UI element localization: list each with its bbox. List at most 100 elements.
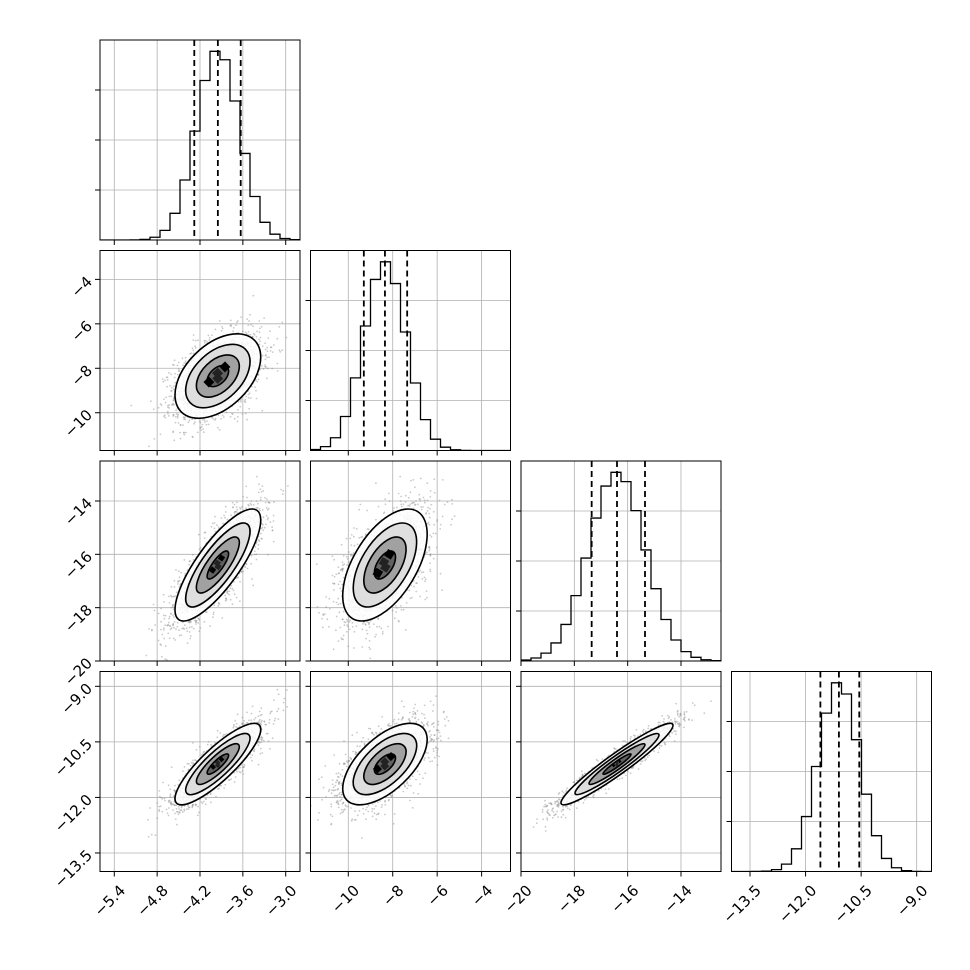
scatter-point: [388, 500, 391, 502]
scatter-point: [191, 347, 194, 350]
scatter-point: [208, 337, 211, 339]
scatter-point: [195, 621, 198, 623]
scatter-point: [245, 507, 247, 510]
density-core-block: [217, 554, 226, 562]
scatter-point: [168, 407, 171, 409]
scatter-point: [148, 445, 150, 448]
scatter-point: [429, 507, 431, 510]
scatter-point: [167, 404, 169, 407]
scatter-point: [163, 637, 166, 640]
scatter-point: [387, 625, 389, 628]
scatter-point: [347, 645, 349, 648]
scatter-point: [235, 596, 238, 599]
scatter-point: [172, 415, 175, 417]
scatter-point: [198, 618, 201, 621]
scatter-point: [151, 628, 153, 631]
scatter-point: [258, 343, 261, 346]
scatter-point: [214, 530, 217, 533]
scatter-point: [361, 628, 364, 631]
scatter-point: [178, 629, 180, 632]
scatter-point: [168, 595, 170, 598]
scatter-point: [170, 612, 172, 615]
scatter-point: [230, 324, 233, 326]
scatter-point: [249, 397, 252, 399]
y-tick-label: −4: [68, 273, 96, 301]
scatter-point: [170, 595, 173, 598]
scatter-point: [400, 495, 402, 498]
scatter-point: [231, 501, 234, 504]
scatter-point: [182, 431, 185, 434]
scatter-point: [255, 379, 257, 382]
scatter-point: [261, 538, 263, 540]
scatter-point: [266, 498, 268, 501]
scatter-point: [344, 621, 347, 624]
scatter-point: [170, 373, 173, 376]
scatter-point: [351, 621, 354, 624]
scatter-point: [178, 634, 181, 637]
scatter-point: [171, 604, 174, 606]
scatter-point: [150, 629, 153, 632]
scatter-point: [269, 350, 272, 352]
scatter-point: [202, 428, 205, 430]
scatter-point: [217, 526, 220, 529]
scatter-point: [188, 621, 191, 624]
scatter-point: [328, 597, 331, 600]
scatter-point: [353, 535, 355, 538]
scatter-point: [177, 368, 180, 371]
scatter-point: [426, 596, 428, 599]
scatter-point: [172, 431, 175, 434]
scatter-point: [195, 623, 197, 625]
scatter-point: [226, 518, 229, 521]
scatter-point: [176, 621, 179, 624]
scatter-point: [220, 517, 223, 519]
scatter-point: [262, 523, 264, 526]
scatter-point: [172, 595, 175, 598]
scatter-point: [244, 401, 247, 404]
scatter-point: [178, 579, 181, 582]
scatter-point: [173, 595, 176, 598]
scatter-point: [232, 330, 235, 332]
scatter-point: [191, 418, 193, 421]
scatter-point: [229, 324, 232, 327]
scatter-point: [249, 333, 252, 336]
scatter-point: [264, 342, 267, 345]
scatter-point: [233, 581, 235, 583]
scatter-point: [256, 380, 259, 383]
scatter-point: [226, 592, 229, 595]
scatter-point: [265, 366, 267, 368]
scatter-point: [203, 537, 206, 539]
scatter-point: [162, 614, 165, 617]
scatter-point: [176, 364, 179, 367]
scatter-point: [236, 420, 239, 423]
scatter-point: [157, 639, 160, 642]
scatter-point: [203, 340, 206, 342]
scatter-point: [217, 426, 219, 429]
scatter-point: [159, 433, 162, 436]
scatter-point: [211, 334, 213, 337]
scatter-point: [167, 406, 169, 409]
scatter-point: [198, 548, 201, 551]
scatter-point: [197, 339, 199, 342]
scatter-point: [172, 430, 175, 433]
scatter-point: [426, 482, 429, 485]
scatter-point: [428, 516, 431, 519]
scatter-point: [420, 506, 423, 508]
scatter-point: [423, 576, 426, 579]
scatter-point: [192, 436, 194, 438]
scatter-point: [164, 416, 167, 419]
scatter-point: [234, 510, 237, 513]
scatter-point: [218, 603, 221, 605]
scatter-point: [240, 316, 243, 318]
scatter-point: [259, 509, 261, 512]
scatter-point: [174, 415, 177, 418]
scatter-point: [428, 546, 430, 548]
scatter-point: [172, 363, 174, 366]
scatter-point: [170, 390, 172, 392]
scatter-point: [250, 503, 253, 506]
scatter-point: [246, 496, 248, 499]
scatter-point: [260, 364, 263, 367]
scatter-point: [201, 419, 204, 421]
scatter-point: [264, 501, 267, 504]
scatter-point: [180, 424, 182, 426]
scatter-point: [257, 378, 260, 381]
